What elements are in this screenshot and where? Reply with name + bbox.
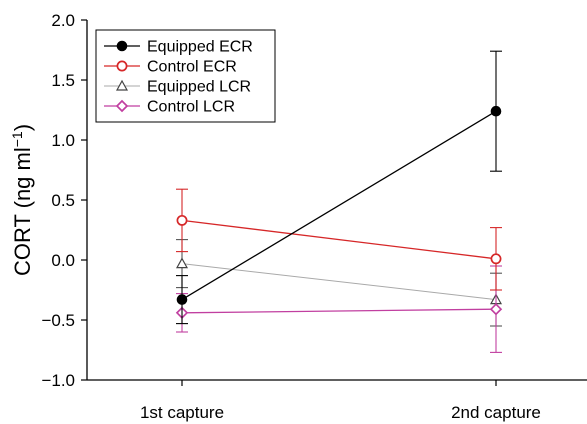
- series-line: [181, 110, 497, 301]
- data-point: [175, 257, 189, 269]
- data-point: [489, 302, 503, 316]
- data-point: [490, 105, 502, 117]
- x-ticks: 1st capture 2nd capture: [140, 380, 541, 422]
- series-equipped-lcr: [175, 239, 503, 327]
- legend-marker: [116, 40, 128, 52]
- legend-label: Equipped LCR: [147, 79, 251, 96]
- y-axis-label-superscript: −1: [9, 131, 25, 147]
- legend-label: Control LCR: [147, 99, 235, 116]
- legend-marker: [115, 79, 129, 91]
- plot-area: [175, 50, 503, 353]
- y-tick-label: −0.5: [41, 311, 75, 330]
- y-ticks: −1.0 −0.5 0.0 0.5 1.0 1.5 2.0: [41, 11, 87, 390]
- y-tick-label: 0.0: [51, 251, 75, 270]
- data-point: [490, 253, 502, 265]
- y-tick-label: 1.5: [51, 71, 75, 90]
- series-line: [181, 263, 497, 301]
- y-tick-label: 2.0: [51, 11, 75, 30]
- x-tick-label: 2nd capture: [451, 403, 541, 422]
- data-point: [176, 294, 188, 305]
- series-line: [181, 219, 497, 260]
- legend: Equipped ECR Control ECR Equipped LCR Contr…: [95, 29, 276, 123]
- y-tick-label: −1.0: [41, 371, 75, 390]
- x-tick-label: 1st capture: [140, 403, 224, 422]
- series-control-lcr: [175, 265, 503, 353]
- legend-label: Control ECR: [147, 59, 237, 76]
- legend-marker: [115, 99, 129, 113]
- y-tick-label: 0.5: [51, 191, 75, 210]
- series-line: [181, 308, 497, 314]
- data-point: [176, 214, 188, 226]
- series-equipped-ecr: [176, 50, 502, 325]
- legend-label: Equipped ECR: [147, 39, 253, 56]
- legend-marker: [116, 60, 128, 72]
- y-axis-label: CORT (ng ml−1): [9, 124, 35, 276]
- y-tick-label: 1.0: [51, 131, 75, 150]
- series-control-ecr: [176, 188, 502, 291]
